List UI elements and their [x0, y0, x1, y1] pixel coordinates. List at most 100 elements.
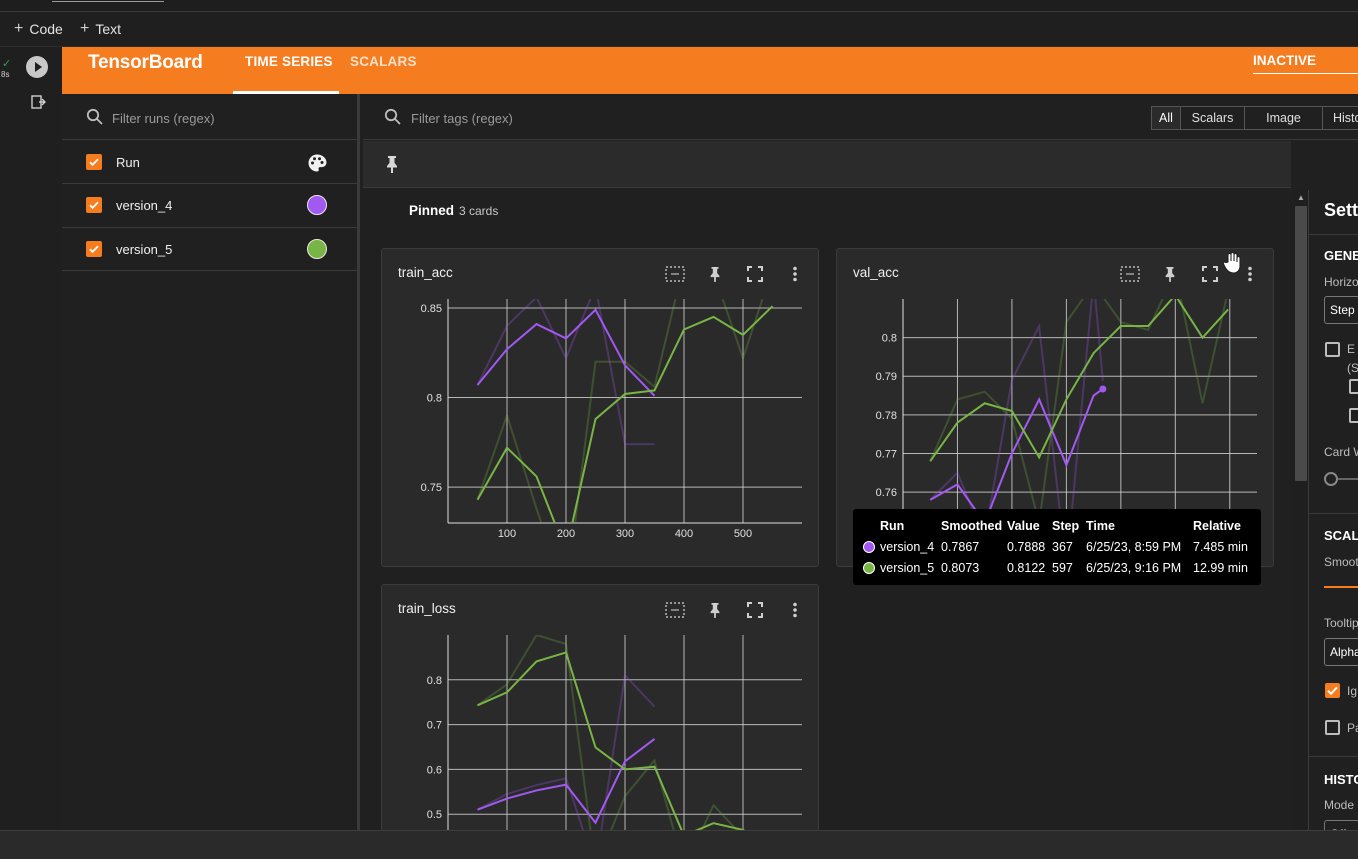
y-tick-label: 0.8 [882, 333, 897, 345]
option-checkbox[interactable] [1349, 408, 1358, 423]
output-icon[interactable] [30, 94, 46, 110]
tooltip-smoothed: 0.8073 [941, 561, 980, 575]
x-tick-label: 500 [734, 528, 752, 540]
run-row-version-4[interactable]: version_4 [62, 184, 360, 228]
tooltip-header-value: Value [1007, 519, 1040, 533]
runs-sidebar: Filter runs (regex) Run version_4 versio… [62, 94, 360, 830]
train-acc-chart[interactable]: 0.75 0.8 0.85 100 200 300 400 500 [382, 295, 820, 540]
active-tab-indicator [233, 91, 339, 94]
plus-icon: + [80, 20, 90, 37]
pin-icon[interactable] [1159, 263, 1181, 285]
inactive-dropdown[interactable]: INACTIVE [1253, 53, 1317, 68]
fit-domain-icon[interactable] [1119, 263, 1141, 285]
hand-cursor-icon [1222, 252, 1241, 274]
y-tick-label: 0.8 [427, 675, 442, 687]
palette-icon[interactable] [307, 153, 327, 173]
smoothed-series-line [929, 388, 1104, 523]
scrollbar-thumb[interactable] [1295, 206, 1307, 481]
pin-icon[interactable] [704, 599, 726, 621]
raw-series-line [476, 299, 764, 523]
chart-tooltip: Run Smoothed Value Step Time Relative ve… [853, 509, 1261, 585]
y-tick-label: 0.76 [876, 487, 897, 499]
search-icon [86, 108, 103, 125]
time-series-main: Filter tags (regex) All Scalars Image Hi… [363, 94, 1358, 830]
card-width-slider-track[interactable] [1338, 478, 1358, 480]
select-all-runs-checkbox[interactable] [86, 154, 102, 170]
smoothing-slider[interactable] [1324, 586, 1358, 588]
filter-histogram-button[interactable]: Histog [1322, 106, 1358, 130]
card-width-slider-handle[interactable] [1324, 472, 1338, 486]
fullscreen-icon[interactable] [1199, 263, 1221, 285]
train-loss-chart[interactable]: 0.50.60.70.8100200300400500 [382, 631, 820, 830]
tooltip-value: 0.7888 [1007, 540, 1046, 554]
tooltip-step: 367 [1052, 540, 1073, 554]
run-name: version_5 [116, 242, 173, 257]
y-tick-label: 0.79 [876, 371, 897, 383]
card-title: train_acc [398, 265, 453, 280]
tooltip-run: version_5 [880, 561, 935, 575]
filter-image-button[interactable]: Image [1244, 106, 1323, 130]
smoothed-series-line [476, 305, 774, 523]
smoothed-series-line [477, 651, 745, 830]
plus-icon: + [14, 20, 24, 37]
run-filter[interactable]: Filter runs (regex) [62, 94, 360, 140]
y-tick-label: 0.85 [421, 303, 442, 315]
smoothed-series-line [929, 299, 1229, 462]
run-checkbox[interactable] [86, 241, 102, 257]
card-toolbar [1119, 263, 1261, 285]
filter-scalars-button[interactable]: Scalars [1180, 106, 1245, 130]
raw-series-line [929, 299, 1228, 523]
raw-series-line [476, 635, 739, 830]
run-cell-button[interactable] [26, 56, 48, 78]
histogram-mode-select[interactable]: Offse [1324, 820, 1358, 830]
option-checkbox[interactable] [1349, 379, 1358, 394]
horizontal-axis-select[interactable]: Step [1324, 296, 1358, 324]
scroll-up-icon[interactable]: ▲ [1297, 193, 1305, 202]
histograms-section-title: HISTO [1324, 772, 1358, 787]
series-group [476, 299, 774, 523]
run-row-version-5[interactable]: version_5 [62, 228, 360, 271]
add-code-button[interactable]: + Code [14, 20, 63, 37]
cell-gutter [0, 47, 62, 830]
notebook-toolbar: + Code + Text [0, 12, 1358, 47]
pinned-count: 3 cards [459, 204, 499, 218]
tooltip-time: 6/25/23, 8:59 PM [1086, 540, 1182, 554]
tab-scalars[interactable]: SCALARS [350, 54, 417, 69]
divider [1309, 234, 1358, 235]
more-options-icon[interactable] [784, 263, 806, 285]
ignore-outliers-checkbox[interactable] [1325, 683, 1340, 698]
enable-checkbox[interactable] [1325, 342, 1340, 357]
card-title: train_loss [398, 601, 456, 616]
fullscreen-icon[interactable] [744, 263, 766, 285]
tab-time-series[interactable]: TIME SERIES [245, 54, 333, 69]
tag-filter-input[interactable]: Filter tags (regex) [411, 111, 513, 126]
tooltip-relative: 7.485 min [1193, 540, 1248, 554]
card-toolbar [664, 263, 806, 285]
scalars-section-title: SCAL [1324, 528, 1358, 543]
filter-all-button[interactable]: All [1151, 106, 1181, 130]
smoothed-series-line [477, 738, 656, 825]
y-tick-label: 0.8 [427, 393, 442, 405]
tensorboard-header: TensorBoard TIME SERIES SCALARS INACTIVE [62, 47, 1358, 94]
more-options-icon[interactable] [784, 599, 806, 621]
tooltip-time: 6/25/23, 9:16 PM [1086, 561, 1182, 575]
run-checkbox[interactable] [86, 197, 102, 213]
run-color-swatch[interactable] [307, 239, 327, 259]
tooltip-sort-select[interactable]: Alpha [1324, 638, 1358, 666]
add-text-button[interactable]: + Text [80, 20, 122, 37]
notebook-top-strip [0, 0, 1358, 12]
tooltip-header-step: Step [1052, 519, 1080, 533]
raw-series-line [929, 299, 1104, 523]
val-acc-chart[interactable]: 0.760.770.780.790.8100200300400500600 [837, 295, 1275, 540]
y-tick-label: 0.78 [876, 410, 897, 422]
fit-domain-icon[interactable] [664, 599, 686, 621]
partition-label: Pa [1347, 721, 1358, 735]
fullscreen-icon[interactable] [744, 599, 766, 621]
more-options-icon[interactable] [1239, 263, 1261, 285]
run-color-swatch[interactable] [307, 195, 327, 215]
tooltip-step: 597 [1052, 561, 1073, 575]
pin-icon[interactable] [704, 263, 726, 285]
partition-checkbox[interactable] [1325, 720, 1340, 735]
divider [1309, 756, 1358, 757]
fit-domain-icon[interactable] [664, 263, 686, 285]
